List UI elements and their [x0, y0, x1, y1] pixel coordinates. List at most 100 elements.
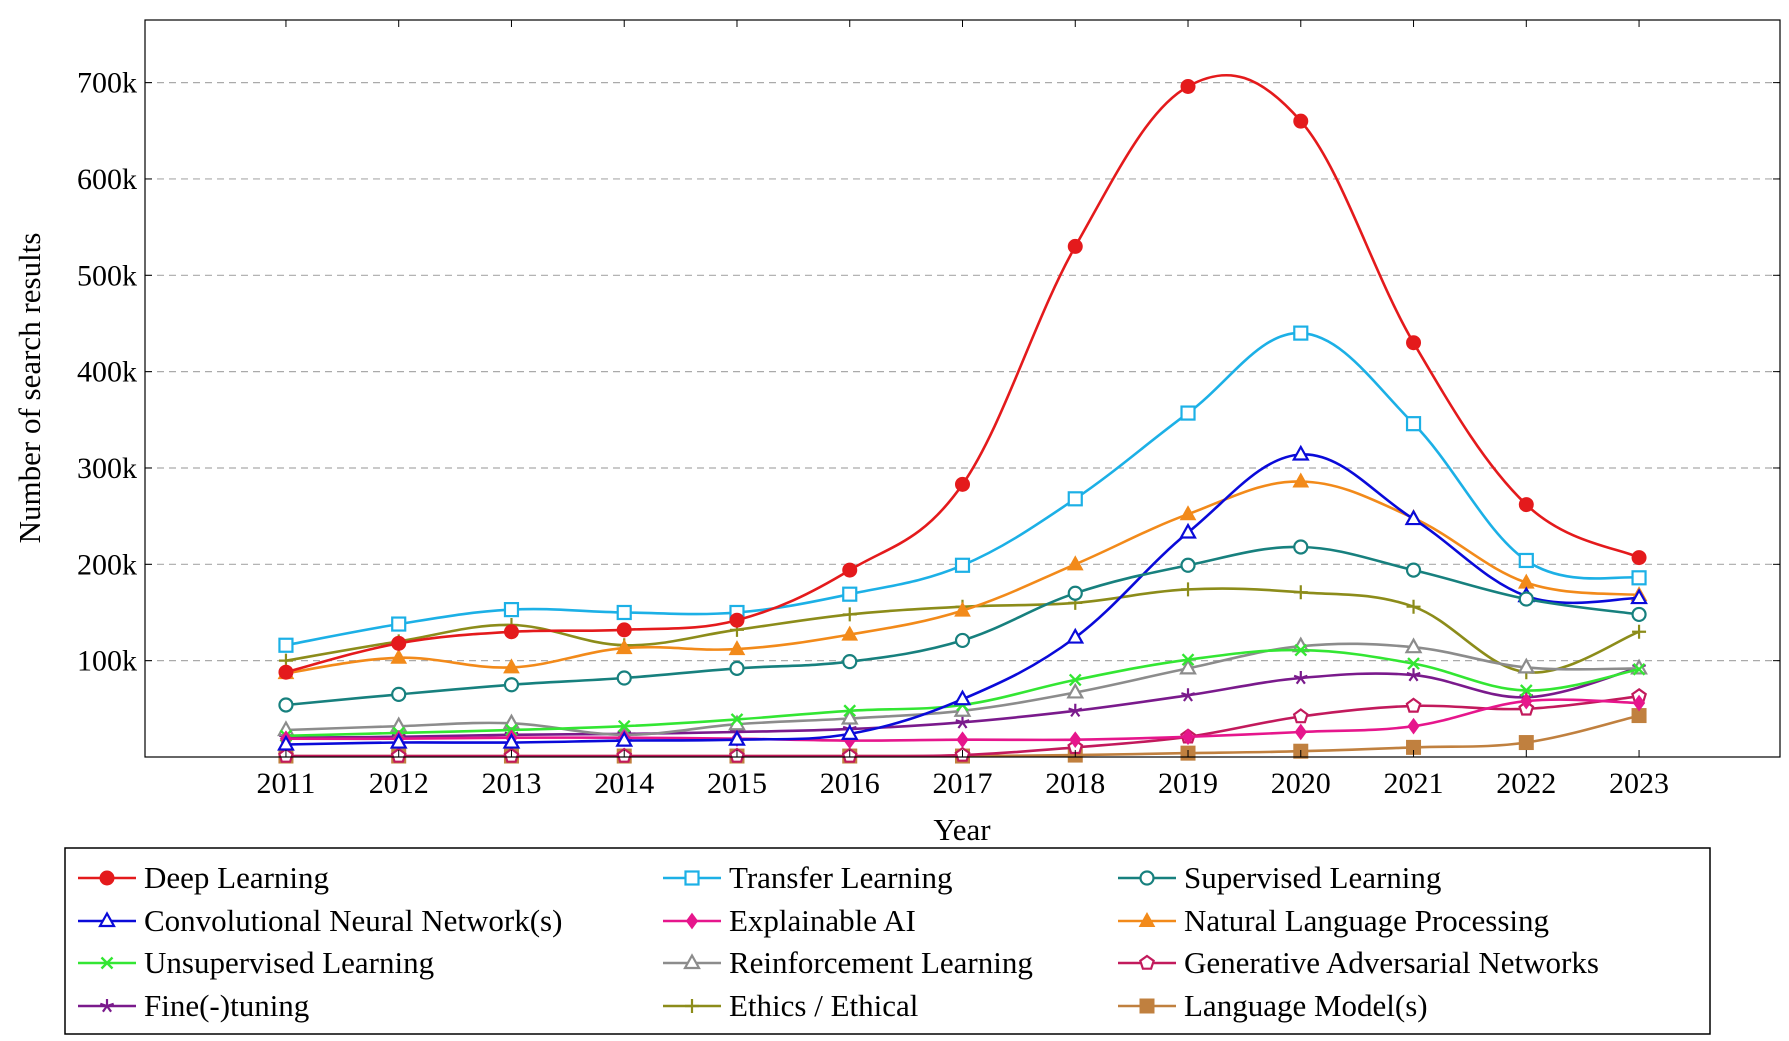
data-point — [1404, 509, 1423, 526]
data-point — [1517, 657, 1536, 674]
data-point — [390, 648, 408, 664]
data-point — [616, 604, 632, 621]
data-point — [1139, 954, 1155, 970]
data-point — [956, 731, 969, 749]
data-point — [616, 622, 632, 638]
legend-label: Generative Adversarial Networks — [1184, 945, 1599, 980]
data-point — [842, 654, 858, 670]
data-point — [1181, 728, 1195, 746]
data-point — [1180, 557, 1196, 573]
data-point — [729, 660, 745, 676]
data-point — [728, 640, 746, 656]
y-tick-label: 100k — [77, 645, 137, 678]
data-point — [842, 586, 858, 602]
data-point — [1405, 562, 1422, 578]
data-point — [1139, 998, 1155, 1014]
data-point — [615, 730, 634, 747]
legend-entry: Language Model(s) — [1118, 988, 1428, 1023]
series-reinforcement-learning — [277, 636, 1648, 741]
legend-entry: Generative Adversarial Networks — [1118, 945, 1599, 980]
data-point — [99, 999, 115, 1013]
data-point — [730, 713, 744, 726]
data-point — [1518, 591, 1534, 607]
data-point — [840, 724, 859, 740]
legend-label: Explainable AI — [729, 903, 916, 938]
data-point — [615, 639, 633, 655]
grid-lines — [145, 82, 1780, 662]
legend-entry: Natural Language Processing — [1118, 903, 1549, 938]
x-tick-label: 2011 — [257, 767, 316, 800]
data-point — [1518, 552, 1534, 569]
data-point — [1181, 582, 1196, 597]
data-point — [842, 607, 857, 622]
data-point — [503, 658, 520, 674]
data-point — [1179, 505, 1197, 521]
data-point — [1631, 570, 1647, 586]
data-point — [728, 729, 746, 746]
data-point — [389, 732, 408, 749]
legend-entry: Unsupervised Learning — [78, 945, 434, 980]
series-line — [285, 73, 1640, 674]
data-point — [98, 911, 116, 928]
data-point — [1180, 405, 1196, 421]
x-tick-label: 2023 — [1609, 767, 1669, 800]
legend-entry: Supervised Learning — [1118, 860, 1441, 895]
x-tick-label: 2015 — [707, 767, 767, 800]
data-point — [1291, 444, 1310, 461]
data-point — [685, 999, 699, 1013]
legend-label: Ethics / Ethical — [729, 988, 918, 1023]
data-point — [1632, 694, 1646, 712]
data-point — [1518, 735, 1534, 751]
x-axis-label: Year — [933, 812, 991, 847]
data-point — [1179, 522, 1197, 539]
data-point — [502, 732, 521, 749]
data-point — [277, 734, 295, 751]
data-point — [1406, 668, 1421, 682]
data-point — [391, 686, 407, 702]
x-tick-label: 2013 — [481, 767, 541, 800]
legend-entry: Reinforcement Learning — [663, 945, 1033, 980]
legend-label: Transfer Learning — [729, 860, 953, 895]
legend-label: Deep Learning — [144, 860, 329, 895]
data-point — [391, 635, 407, 651]
data-point — [1181, 688, 1196, 702]
data-point — [1069, 731, 1082, 749]
data-point — [1520, 692, 1533, 710]
data-point — [1293, 113, 1309, 129]
x-tick-label: 2019 — [1158, 767, 1218, 800]
axis-ticks: 100k 200k 300k 400k 500k 600k 700k 2011 2012 2013… — [77, 20, 1780, 800]
data-point — [1519, 684, 1533, 697]
data-point — [842, 562, 858, 578]
data-point — [1066, 555, 1084, 571]
legend-label: Unsupervised Learning — [144, 945, 434, 980]
legend-label: Convolutional Neural Network(s) — [144, 903, 562, 938]
data-point — [954, 601, 971, 617]
data-point — [1293, 670, 1308, 685]
data-point — [1179, 658, 1197, 675]
data-point — [1292, 708, 1309, 724]
data-point — [685, 912, 699, 930]
data-point — [955, 715, 970, 729]
legend-entry: Convolutional Neural Network(s) — [78, 903, 562, 938]
data-point — [99, 870, 115, 886]
x-tick-label: 2012 — [369, 767, 429, 800]
legend-label: Language Model(s) — [1184, 988, 1428, 1023]
data-point — [1292, 472, 1310, 488]
data-point — [1631, 550, 1647, 566]
data-point — [1139, 870, 1155, 886]
data-point — [1181, 653, 1195, 667]
data-point — [1405, 697, 1422, 713]
data-point — [1631, 606, 1647, 623]
data-point — [1180, 78, 1196, 94]
x-tick-label: 2022 — [1496, 767, 1556, 800]
data-point — [1066, 627, 1085, 644]
legend-label: Natural Language Processing — [1184, 903, 1549, 938]
data-point — [954, 557, 971, 573]
data-point — [503, 601, 520, 618]
legend-label: Supervised Learning — [1184, 860, 1441, 895]
data-point — [1294, 723, 1307, 741]
series-supervised-learning — [278, 539, 1647, 713]
data-point — [1068, 673, 1082, 687]
data-point — [616, 670, 632, 686]
data-point — [100, 956, 114, 970]
